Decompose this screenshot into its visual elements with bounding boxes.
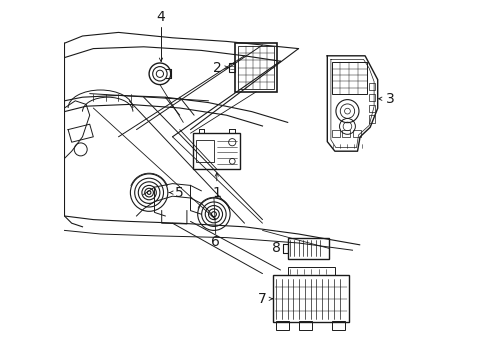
Text: 6: 6 bbox=[211, 235, 220, 249]
Text: 5: 5 bbox=[174, 186, 183, 199]
FancyBboxPatch shape bbox=[235, 43, 276, 92]
Text: 3: 3 bbox=[385, 92, 394, 106]
FancyBboxPatch shape bbox=[193, 133, 240, 169]
Text: 7: 7 bbox=[258, 292, 266, 306]
Text: 1: 1 bbox=[212, 186, 221, 201]
Text: 8: 8 bbox=[271, 242, 280, 255]
Text: 4: 4 bbox=[156, 10, 165, 24]
FancyBboxPatch shape bbox=[273, 275, 348, 322]
FancyBboxPatch shape bbox=[287, 238, 328, 259]
Text: 2: 2 bbox=[213, 60, 222, 75]
